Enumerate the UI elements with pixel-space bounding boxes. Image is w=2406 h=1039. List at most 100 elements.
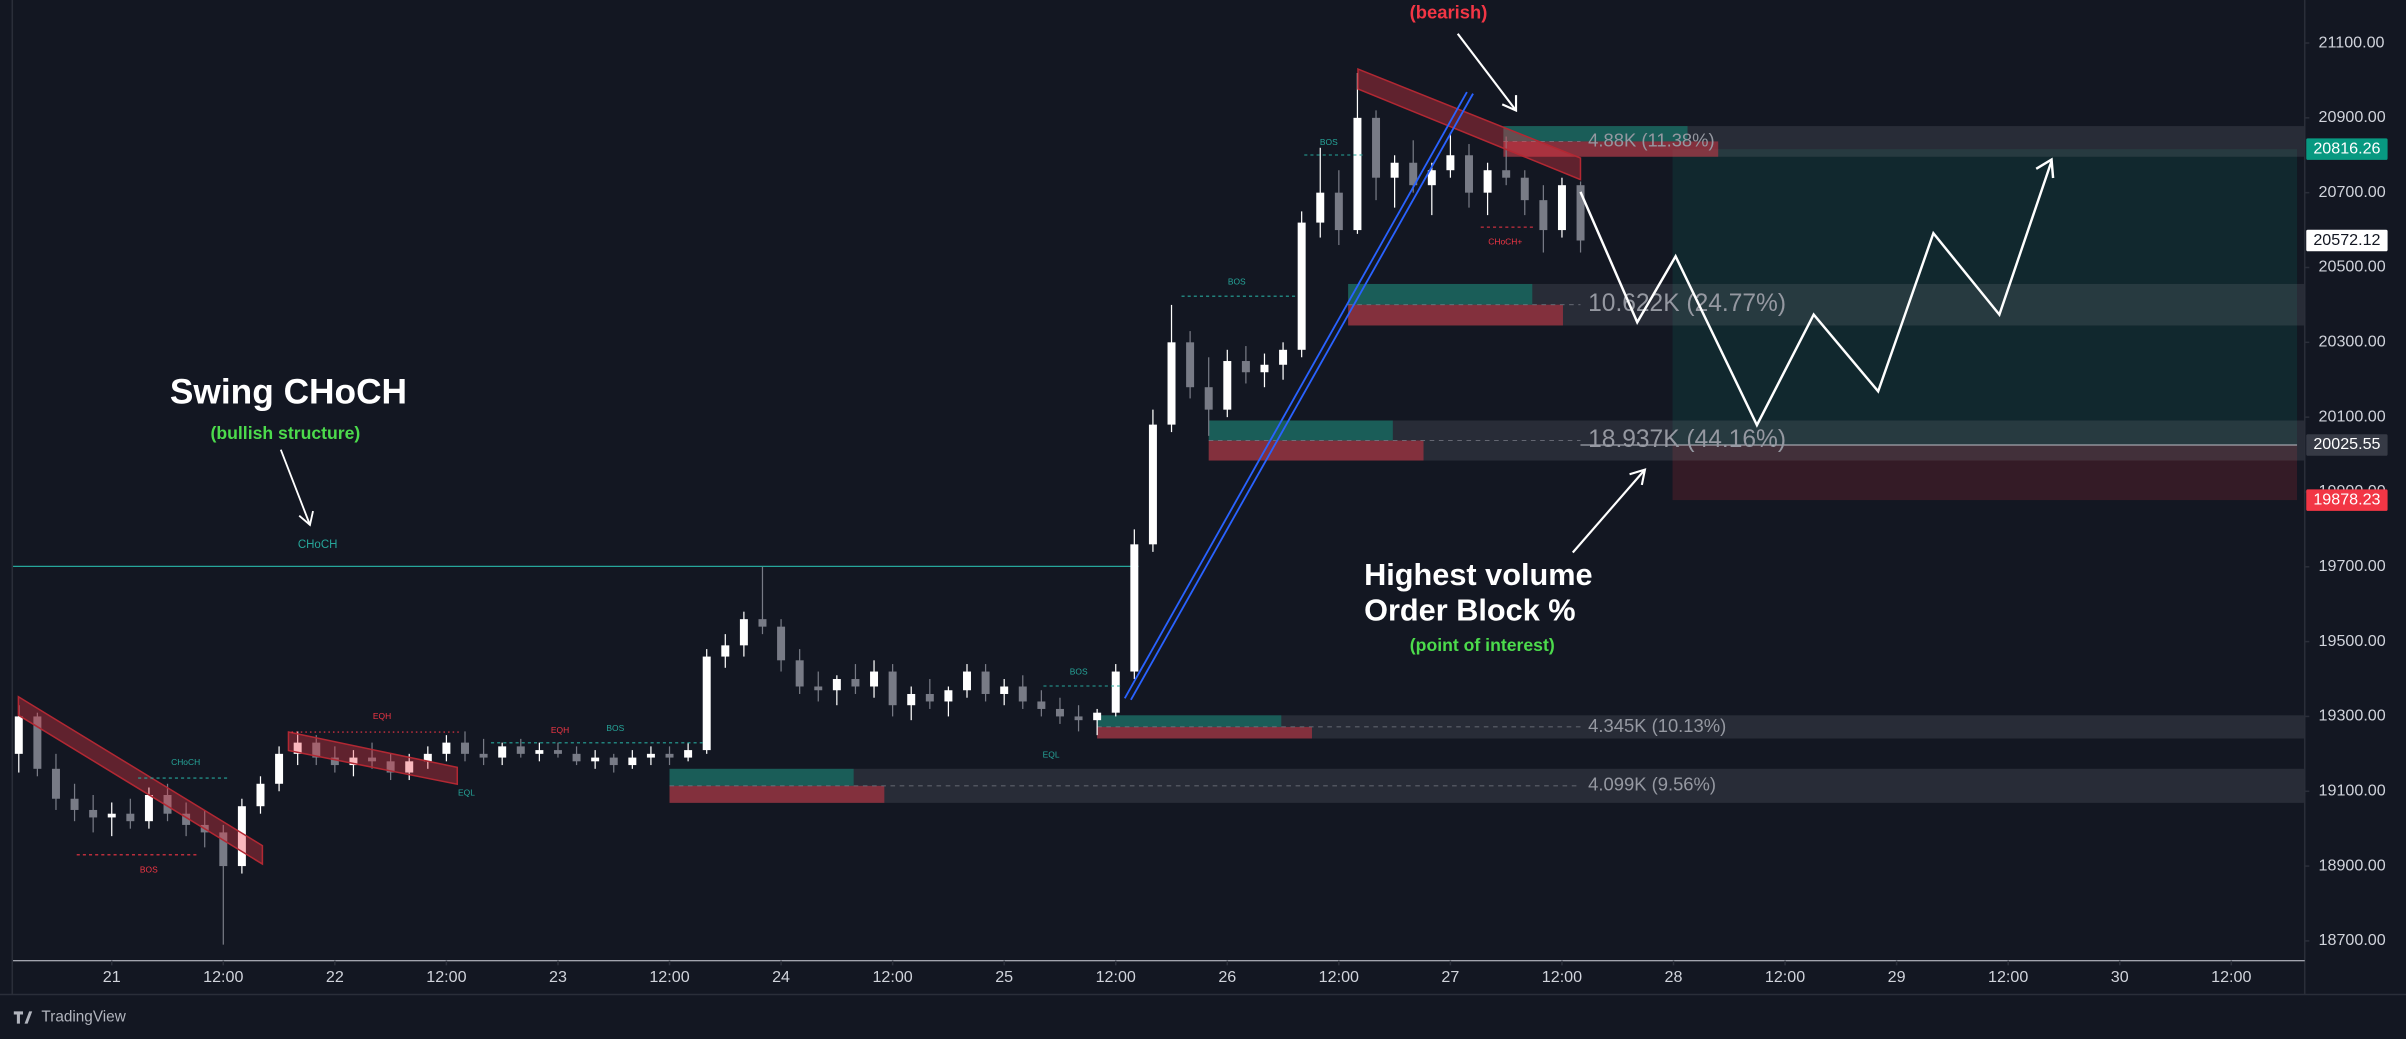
candle-body (944, 690, 953, 702)
x-tick-label: 24 (772, 968, 790, 986)
candle-body (144, 794, 153, 822)
arrow-head (1501, 95, 1518, 113)
candle-body (1093, 712, 1102, 721)
candle-body (293, 742, 302, 754)
trend-line (1130, 93, 1474, 701)
candle-body (1223, 361, 1232, 410)
candle-body (721, 645, 730, 657)
structure-label: BOS (1320, 137, 1338, 147)
candle-body (535, 750, 544, 754)
order-block-buy (1097, 715, 1282, 727)
candle-body (107, 813, 116, 818)
trend-channel (1357, 67, 1582, 181)
candle-body (442, 742, 451, 754)
trend-channel (287, 731, 459, 786)
candle-body (126, 813, 135, 822)
stop-zone (1672, 444, 2298, 501)
candle-body (1372, 117, 1381, 178)
y-tick-label: 19700.00 (2319, 557, 2386, 575)
price-label-box (2306, 434, 2388, 456)
candle-body (1074, 716, 1083, 721)
candle-body (1260, 364, 1269, 373)
candle-body (925, 693, 934, 702)
candle-body (646, 753, 655, 758)
candle-body (684, 750, 693, 758)
axes: 18700.00 18900.00 19100.00 19300.00 19500.00… (103, 33, 2388, 986)
x-tick-label: 21 (103, 968, 121, 986)
candle-body (1297, 222, 1306, 350)
price-label-box (2306, 229, 2388, 252)
x-tick-label: 12:00 (426, 968, 466, 986)
order-block-sell (1097, 726, 1312, 739)
candle-body (479, 753, 488, 758)
candle-body (739, 619, 748, 646)
candle-body (1465, 155, 1473, 193)
candle-body (1334, 192, 1343, 231)
candle-body (405, 761, 414, 773)
projection-path (1579, 160, 2053, 428)
candle-body (1000, 686, 1009, 694)
y-tick-label: 19500.00 (2319, 632, 2386, 650)
candle-body (14, 716, 23, 754)
candle-body (256, 783, 265, 807)
candle-body (832, 679, 841, 691)
structure-label: EQL (458, 788, 475, 798)
candle-body (758, 619, 767, 627)
candle-body (89, 809, 98, 818)
x-tick-label: 12:00 (1765, 968, 1805, 986)
candle-body (1446, 155, 1455, 171)
candle-body (702, 656, 711, 751)
x-tick-label: 12:00 (1542, 968, 1582, 986)
candle-body (33, 716, 42, 769)
structure-label: CHoCH (171, 757, 200, 767)
order-block-buy (1503, 126, 1688, 142)
structure-label: CHoCH (298, 539, 338, 551)
candle-body (461, 742, 469, 754)
candle-body (182, 813, 191, 825)
order-block-label: 10.622K (24.77%) (1588, 290, 1786, 317)
x-tick-label: 12:00 (203, 968, 243, 986)
candle-body (1167, 342, 1176, 425)
candle-body (851, 679, 860, 687)
candle-body (888, 671, 897, 706)
candle-body (1390, 162, 1399, 178)
x-tick-label: 27 (1441, 968, 1459, 986)
trend-channel (17, 695, 264, 866)
candle-body (1204, 387, 1213, 410)
y-tick-label: 21100.00 (2319, 33, 2385, 51)
candle-body (275, 753, 284, 784)
structure-label: EQH (551, 725, 569, 735)
candle-body (870, 671, 879, 687)
price-label: 20816.26 (2313, 139, 2380, 157)
order-block-sell (669, 785, 885, 803)
annotation: (bearish) (1410, 2, 1488, 23)
y-tick-label: 20100.00 (2319, 407, 2386, 425)
candle-body (386, 761, 395, 773)
order-block-sell (1503, 141, 1719, 157)
candle-body (498, 746, 507, 758)
footer-brand: TradingView (41, 1009, 126, 1026)
candle-body (1130, 544, 1139, 672)
candle-body (1241, 361, 1250, 373)
candle-body (1018, 686, 1027, 702)
annotation-title: Swing CHoCH (170, 373, 407, 412)
candle-body (1316, 192, 1325, 223)
price-label-box (2306, 489, 2388, 511)
order-block (669, 768, 2305, 803)
order-block (1503, 126, 2305, 157)
order-block-label: 4.099K (9.56%) (1588, 774, 1716, 795)
candle-body (51, 768, 60, 799)
y-tick-label: 20300.00 (2319, 333, 2386, 351)
candle-body (591, 757, 600, 762)
x-tick-label: 23 (549, 968, 567, 986)
candle-body (1055, 708, 1064, 717)
arrow-head (298, 510, 314, 527)
y-tick-label: 20700.00 (2319, 183, 2386, 201)
arrow-head (1629, 468, 1647, 486)
candle-body (1111, 671, 1120, 713)
candle-body (1576, 185, 1585, 241)
candle-body (368, 757, 377, 762)
x-tick-label: 12:00 (1319, 968, 1359, 986)
